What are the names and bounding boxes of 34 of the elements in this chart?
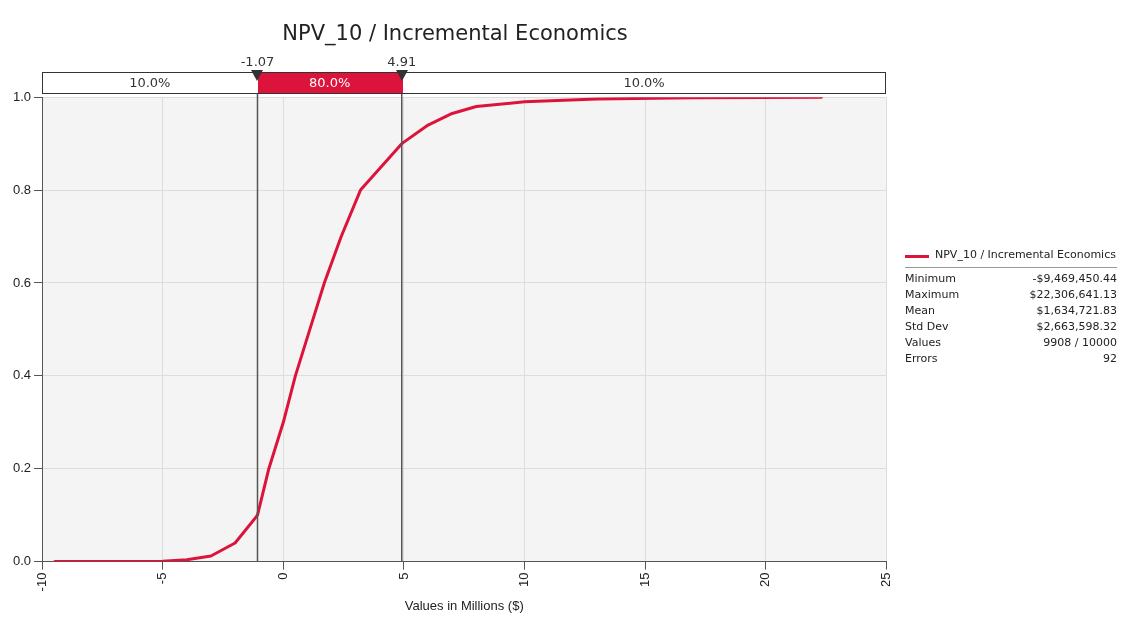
y-tick-label: 0.2	[12, 460, 32, 476]
text: Values	[905, 336, 942, 349]
text: Errors	[905, 352, 939, 365]
text: 92	[1102, 352, 1117, 365]
ref-line-label: -1.07	[240, 54, 275, 70]
text: Minimum	[905, 272, 957, 285]
x-tick-label: 5	[395, 572, 411, 580]
x-tick-label: 0	[274, 572, 290, 580]
text: Mean	[905, 304, 936, 317]
x-axis-title: Values in Millions ($)	[404, 597, 524, 613]
y-tick-label: 1.0	[12, 88, 32, 104]
chart-title: NPV_10 / Incremental Economics	[282, 21, 628, 47]
text: Std Dev	[905, 320, 950, 333]
text: $22,306,641.13	[1029, 288, 1117, 301]
text: Maximum	[905, 288, 961, 301]
ref-line-label: 4.91	[387, 54, 417, 70]
x-tick-label: -10	[33, 572, 49, 592]
y-tick-label: 0.8	[12, 181, 32, 197]
y-tick-label: 0.6	[12, 274, 32, 290]
x-tick-label: -5	[154, 572, 170, 585]
legend-label: NPV_10 / Incremental Economics	[935, 248, 1116, 261]
text: $2,663,598.32	[1035, 320, 1117, 333]
text: 10.0%	[129, 74, 171, 93]
text: 9908 / 10000	[1042, 336, 1117, 349]
x-tick-label: 20	[757, 572, 773, 588]
text: $1,634,721.83	[1035, 304, 1117, 317]
x-tick-label: 10	[516, 572, 532, 588]
x-tick-label: 25	[877, 572, 893, 588]
y-tick-label: 0.0	[12, 553, 32, 569]
text: 10.0%	[623, 74, 665, 93]
x-tick-label: 15	[636, 572, 652, 588]
text: -$9,469,450.44	[1031, 272, 1117, 285]
y-tick-label: 0.4	[12, 367, 32, 383]
text: 80.0%	[308, 74, 351, 93]
